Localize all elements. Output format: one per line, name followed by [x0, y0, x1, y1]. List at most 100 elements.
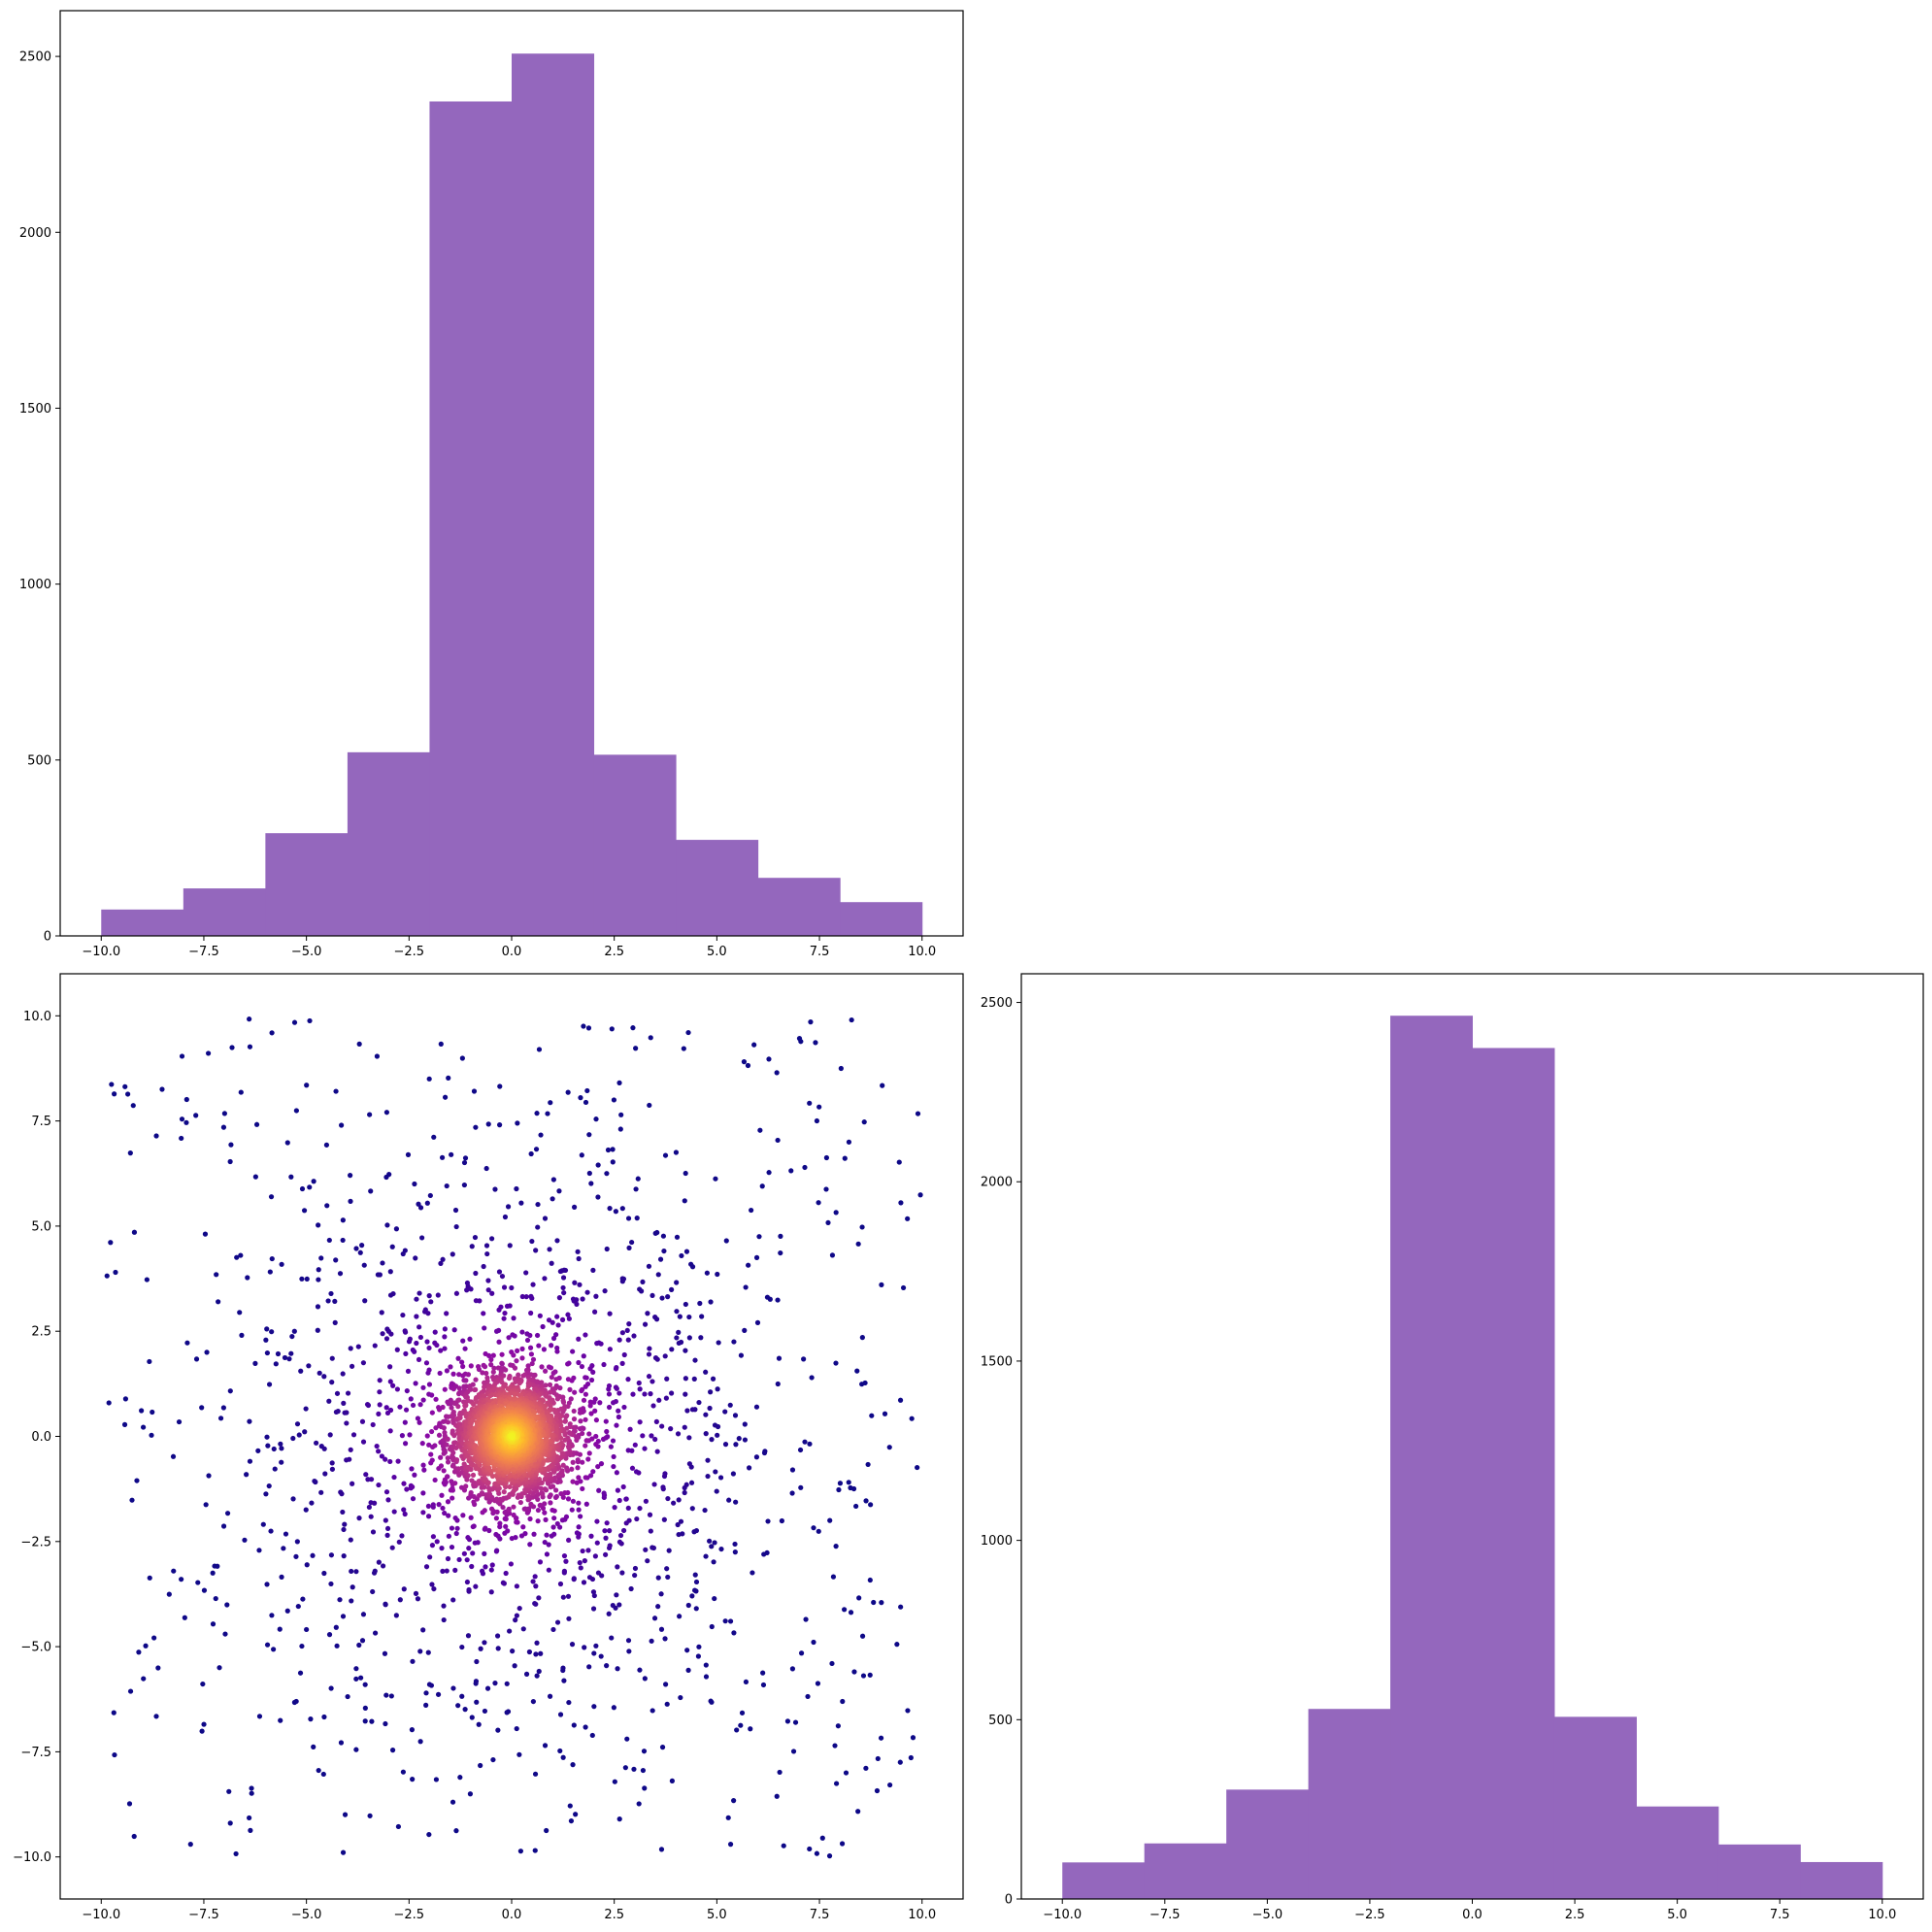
scatter-point [417, 1402, 423, 1408]
scatter-point [153, 1714, 159, 1719]
scatter-point [678, 1518, 684, 1524]
scatter-point [322, 1471, 328, 1477]
scatter-point [514, 1613, 519, 1618]
scatter-point [450, 1495, 455, 1501]
scatter-point [534, 1332, 541, 1339]
scatter-point [492, 1186, 498, 1192]
scatter-point [399, 1433, 405, 1439]
scatter-point [451, 1327, 457, 1333]
scatter-point [122, 1083, 128, 1089]
scatter-point [580, 1459, 585, 1465]
scatter-point [686, 1435, 692, 1441]
scatter-point [139, 1408, 145, 1414]
scatter-point [264, 1582, 270, 1587]
scatter-point [637, 1667, 643, 1673]
scatter-point [595, 1463, 601, 1470]
scatter-point [685, 1602, 691, 1609]
scatter-point [629, 1239, 635, 1246]
scatter-point [576, 1336, 582, 1342]
scatter-point [380, 1331, 385, 1337]
scatter-point [368, 1514, 374, 1519]
scatter-point [376, 1449, 382, 1454]
scatter-point [545, 1111, 550, 1116]
scatter-point [529, 1360, 535, 1367]
scatter-point [461, 1182, 467, 1188]
scatter-point [588, 1533, 594, 1539]
scatter-point [627, 1426, 633, 1432]
scatter-bottom-left: −10.0 −7.5 −5.0 −2.5 0.0 2.5 5.0 7.5 10.0 −10.0 −7… [13, 973, 964, 1922]
scatter-point [320, 1771, 326, 1778]
scatter-point [559, 1468, 565, 1474]
scatter-point [592, 1408, 598, 1414]
scatter-point [692, 1357, 698, 1363]
scatter-point [482, 1550, 487, 1556]
scatter-point [368, 1477, 375, 1482]
scatter-point [566, 1699, 572, 1706]
scatter-point [402, 1419, 408, 1425]
scatter-point [736, 1436, 742, 1442]
scatter-point [480, 1370, 485, 1376]
scatter-point [664, 1566, 670, 1572]
scatter-point [528, 1150, 534, 1157]
scatter-point [552, 1475, 558, 1481]
scatter-point [511, 1504, 516, 1510]
scatter-point [811, 1525, 816, 1531]
scatter-point [303, 1507, 309, 1513]
scatter-point [688, 1480, 695, 1485]
scatter-point [288, 1174, 294, 1180]
scatter-point [296, 1432, 302, 1438]
scatter-point [340, 1509, 346, 1516]
scatter-point [201, 1721, 207, 1727]
scatter-point [383, 1692, 389, 1698]
scatter-point [905, 1216, 911, 1221]
scatter-point [583, 1443, 588, 1449]
scatter-point [476, 1721, 482, 1727]
scatter-point [402, 1329, 409, 1335]
scatter-point [731, 1630, 737, 1636]
scatter-point [602, 1288, 608, 1294]
histogram-bottom-right: −10.0 −7.5 −5.0 −2.5 0.0 2.5 5.0 7.5 10.0 0 500 100… [981, 973, 1924, 1922]
scatter-point [708, 1299, 714, 1305]
scatter-point [428, 1451, 434, 1457]
scatter-point [578, 1418, 583, 1424]
scatter-point [347, 1456, 352, 1462]
scatter-point [391, 1474, 397, 1481]
scatter-point [400, 1769, 406, 1775]
scatter-point [743, 1679, 749, 1685]
scatter-point [604, 1246, 610, 1252]
scatter-point [402, 1511, 408, 1517]
scatter-point [434, 1539, 440, 1545]
scatter-point [592, 1309, 598, 1315]
scatter-point [860, 1673, 867, 1679]
scatter-point [468, 1489, 474, 1496]
scatter-point [842, 1155, 848, 1161]
scatter-point [497, 1122, 503, 1128]
scatter-point [650, 1708, 655, 1714]
scatter-point [839, 1841, 846, 1847]
scatter-point [535, 1201, 541, 1208]
scatter-point [648, 1391, 653, 1397]
scatter-point [792, 1719, 799, 1725]
scatter-point [269, 1613, 275, 1618]
scatter-point [460, 1513, 466, 1518]
scatter-point [591, 1650, 597, 1656]
scatter-point [555, 1472, 561, 1479]
histogram-bar [1390, 1016, 1473, 1899]
scatter-point [645, 1558, 650, 1564]
scatter-point [448, 1364, 453, 1370]
scatter-point [523, 1270, 529, 1276]
scatter-point [469, 1244, 475, 1249]
scatter-point [334, 1643, 340, 1649]
scatter-point [445, 1499, 451, 1505]
scatter-point [748, 1726, 753, 1732]
x-tick-label: 2.5 [1565, 1908, 1585, 1922]
scatter-point [615, 1666, 620, 1672]
scatter-point [570, 1762, 576, 1768]
scatter-point [610, 1400, 616, 1406]
scatter-point [560, 1754, 566, 1760]
scatter-point [632, 1572, 638, 1579]
scatter-point [542, 1501, 548, 1507]
scatter-point [457, 1415, 463, 1420]
scatter-point [552, 1410, 558, 1416]
histogram-bar [757, 878, 841, 936]
